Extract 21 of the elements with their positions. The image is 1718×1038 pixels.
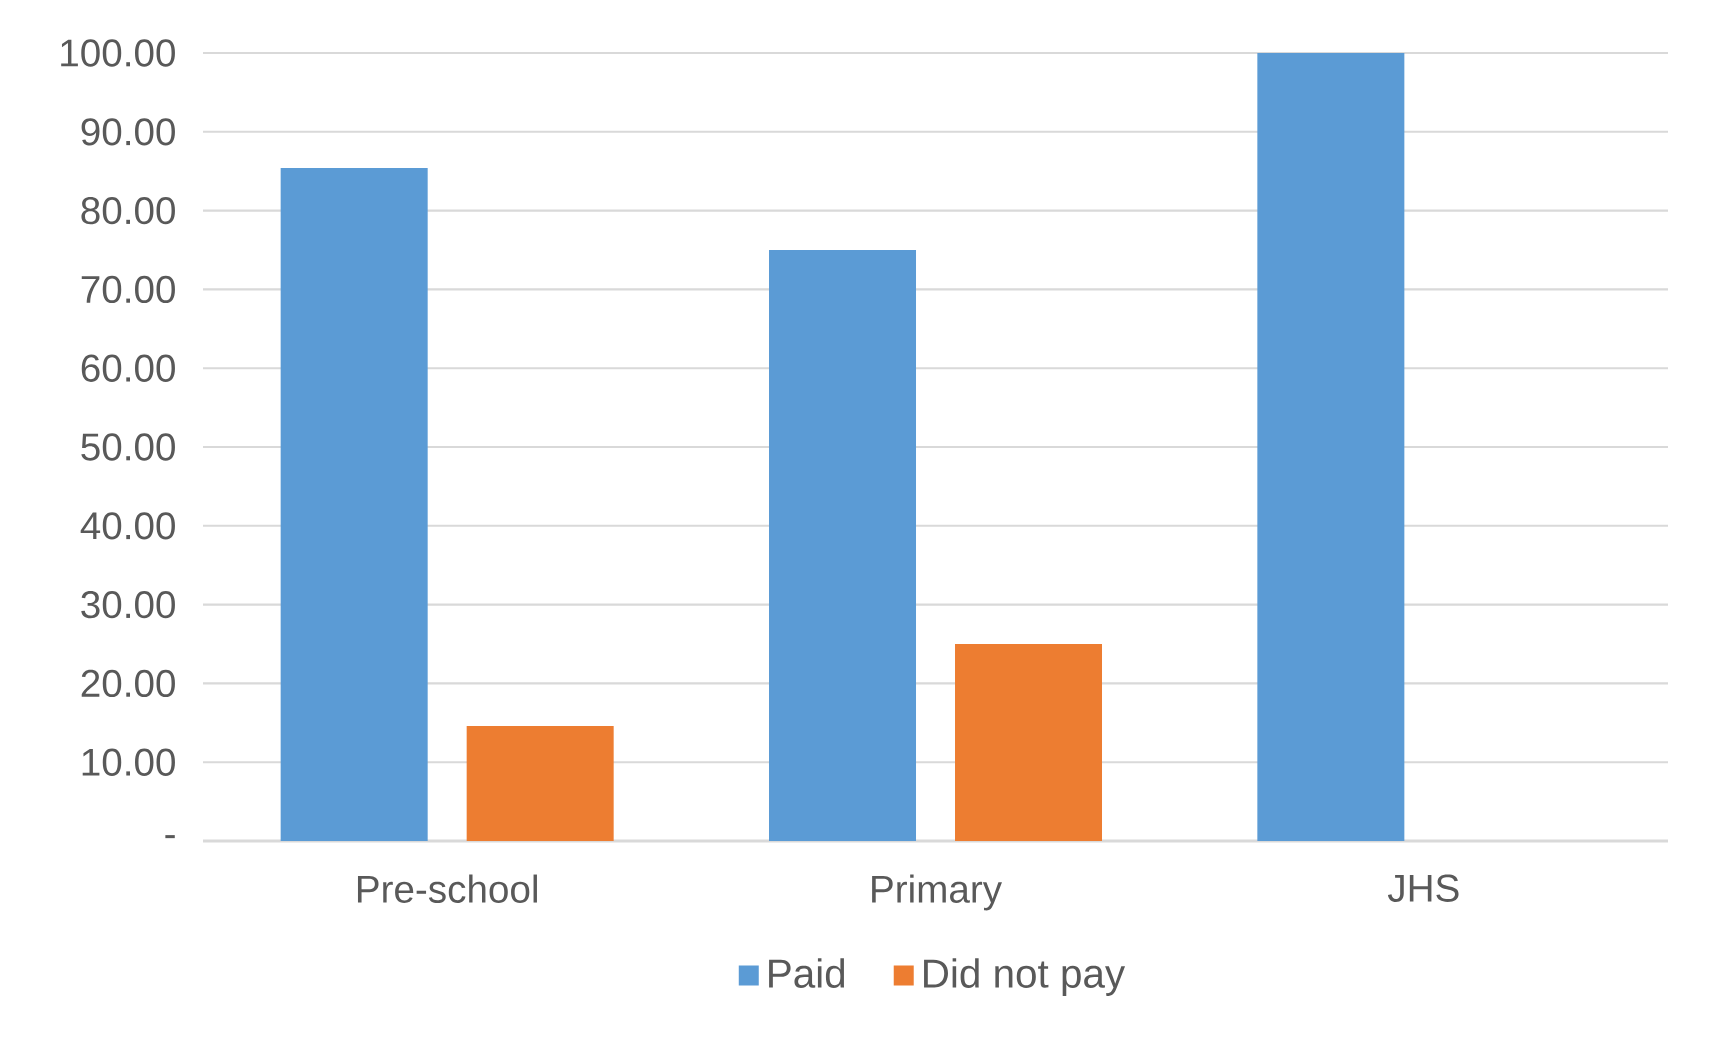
bar bbox=[466, 725, 614, 842]
y-tick-label: 50.00 bbox=[81, 433, 175, 461]
y-tick-label: 60.00 bbox=[81, 354, 175, 382]
bar bbox=[280, 168, 428, 842]
y-tick-label: 20.00 bbox=[81, 669, 175, 698]
y-tick-label: 80.00 bbox=[81, 196, 175, 225]
y-tick-label: 40.00 bbox=[80, 512, 175, 540]
x-tick-label: Primary bbox=[872, 874, 1002, 911]
x-tick-label: Pre-school bbox=[357, 874, 537, 903]
y-tick-label: 100.00 bbox=[61, 39, 175, 67]
legend-label: Paid bbox=[769, 958, 845, 988]
legend-label: Did not pay bbox=[924, 958, 1126, 996]
bar bbox=[1257, 53, 1405, 842]
bar bbox=[769, 250, 917, 842]
y-tick-label: 30.00 bbox=[81, 590, 175, 619]
bar bbox=[955, 644, 1103, 842]
y-tick-label: 70.00 bbox=[81, 275, 175, 304]
y-tick-label: 90.00 bbox=[81, 118, 175, 146]
x-tick-label: JHS bbox=[1387, 874, 1459, 902]
y-tick-label: - bbox=[165, 835, 175, 839]
y-tick-label: 10.00 bbox=[82, 748, 175, 776]
